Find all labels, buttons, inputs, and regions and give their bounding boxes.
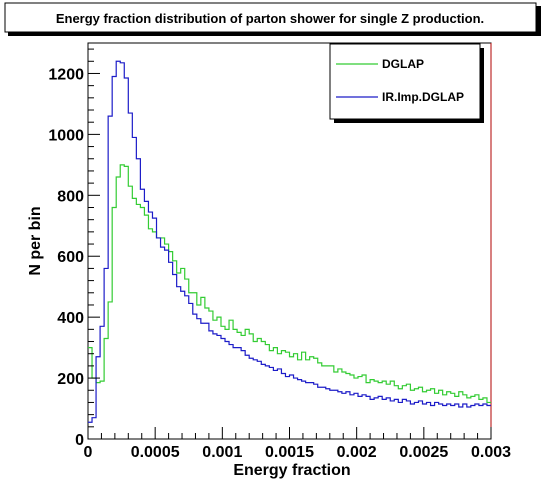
- x-axis-ticks: [87, 427, 492, 439]
- series-dglap: [88, 164, 491, 404]
- y-tick-label: 1200: [48, 66, 84, 83]
- title-frame: [4, 2, 537, 33]
- legend: DGLAP IR.Imp.DGLAP: [329, 43, 484, 123]
- x-tick-label: 0.0005: [131, 444, 180, 461]
- legend-label-ir-imp-dglap: IR.Imp.DGLAP: [382, 90, 464, 104]
- series-layer: [88, 60, 491, 423]
- y-axis-tick-labels: 0 200 400 600 800 1000 1200: [48, 66, 84, 449]
- y-axis-ticks: [88, 48, 100, 440]
- x-tick-label: 0.0025: [399, 444, 448, 461]
- series-ir-imp-dglap: [88, 60, 491, 423]
- y-tick-label: 400: [57, 310, 84, 327]
- chart-title: Energy fraction distribution of parton s…: [56, 11, 484, 26]
- y-tick-label: 200: [57, 371, 84, 388]
- legend-frame: [329, 43, 481, 120]
- y-tick-label: 0: [75, 432, 84, 449]
- x-tick-label: 0.003: [471, 444, 511, 461]
- title-box: Energy fraction distribution of parton s…: [4, 2, 541, 36]
- y-tick-label: 800: [57, 188, 84, 205]
- y-axis-label: N per bin: [27, 206, 44, 275]
- x-tick-label: 0.001: [202, 444, 242, 461]
- x-tick-label: 0: [84, 444, 93, 461]
- y-tick-label: 1000: [48, 127, 84, 144]
- x-tick-label: 0.002: [337, 444, 377, 461]
- x-axis-label: Energy fraction: [233, 462, 350, 479]
- legend-label-dglap: DGLAP: [382, 57, 424, 71]
- x-tick-label: 0.0015: [265, 444, 314, 461]
- y-tick-label: 600: [57, 249, 84, 266]
- x-axis-tick-labels: 0 0.0005 0.001 0.0015 0.002 0.0025 0.003: [84, 444, 512, 461]
